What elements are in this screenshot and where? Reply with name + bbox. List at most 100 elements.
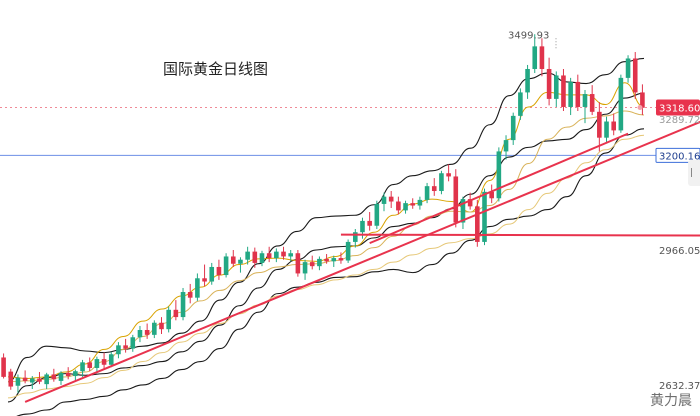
candle-body [510,115,516,141]
candle-body [345,241,351,261]
candle-body [475,206,480,242]
candle-body [632,58,638,93]
chart-title: 国际黄金日线图 [163,60,269,78]
candle-body [431,186,437,192]
candle-body [496,151,502,199]
candle-body [467,199,473,207]
candle-body [417,199,423,206]
boll-upper-line [7,57,645,383]
candle-body [252,251,258,263]
candle-body [589,94,595,112]
boll-middle-line [7,92,645,403]
candle-body [353,232,358,242]
candle-body [532,46,538,69]
candle-body [22,377,28,381]
candle-body [381,196,387,204]
candle-body [611,121,616,131]
candle-body [331,258,337,262]
candle-body [30,378,35,383]
candle-body [460,199,466,223]
candle-body [338,258,344,261]
candle-body [230,256,236,264]
candle-body [108,354,114,365]
candle-body [202,278,207,282]
candle-body [37,378,42,382]
badge-bg [656,99,700,116]
candle-body [274,251,279,259]
candle-body [216,266,222,276]
candle-body [195,278,200,298]
candle-body [553,75,559,99]
candle-body [403,203,408,211]
peak-label: 3499.93 [508,30,549,41]
candle-body [73,371,78,377]
current-price-dot [637,105,643,111]
candle-body [424,186,430,200]
candle-body [65,372,71,377]
candle-body [173,309,179,318]
candle-body [187,292,193,298]
level-price-badge: 3200.16 [655,147,700,163]
candle-body [238,259,243,264]
candle-body [360,220,365,233]
candle-body [539,46,545,69]
candle-body [259,253,265,263]
candle-body [396,201,401,211]
candle-body [446,173,451,177]
candle-body [116,345,121,355]
candle-body [525,68,530,93]
candle-body [266,253,272,259]
candle-body [130,337,136,349]
y-tick-label-0: 2632.37 [659,381,700,392]
candle-body [324,258,329,262]
candle-body [453,176,459,223]
candle-body [367,220,372,226]
candle-body [8,371,14,387]
candle-body [180,292,186,318]
candle-body [209,266,215,282]
candle-body [410,203,416,206]
candle-body [489,191,494,199]
candle-body [388,196,394,202]
candle-body [518,92,523,116]
candle-body [582,94,588,107]
candle-body [144,330,150,335]
candle-body [101,359,107,365]
candle-body [439,173,444,192]
candle-body [546,68,552,99]
candle-body [15,377,21,386]
candle-body [288,253,293,257]
candle-body [80,362,85,372]
current-price-badge: 3318.60 [656,99,700,116]
candle-body [568,81,573,107]
candles-group [1,34,645,394]
candle-body [58,372,64,381]
trend-line-0 [24,120,700,403]
candle-body [561,75,566,107]
candle-body [618,77,624,131]
badge-bg [655,147,700,163]
level-line-0 [340,233,700,237]
chevron-left-icon[interactable] [688,160,700,186]
faded-price-label: 3289.72 [659,115,700,126]
ma-long-line [7,134,645,399]
ma-mid-line [7,110,645,383]
candle-body [137,330,143,338]
candle-body [152,322,157,335]
ma-short-line [7,82,645,379]
candle-body [245,251,250,260]
candle-body [302,262,308,274]
candle-body [159,322,164,330]
candle-body [166,309,171,330]
candle-body [597,111,602,138]
candle-body [44,374,49,385]
candle-body [281,251,286,257]
candle-body [482,191,487,242]
candle-body [604,121,609,138]
candle-body [317,258,322,267]
candle-body [51,374,57,380]
candle-body [309,262,315,267]
watermark: 黄力晨 [650,393,692,409]
candle-body [123,345,128,349]
